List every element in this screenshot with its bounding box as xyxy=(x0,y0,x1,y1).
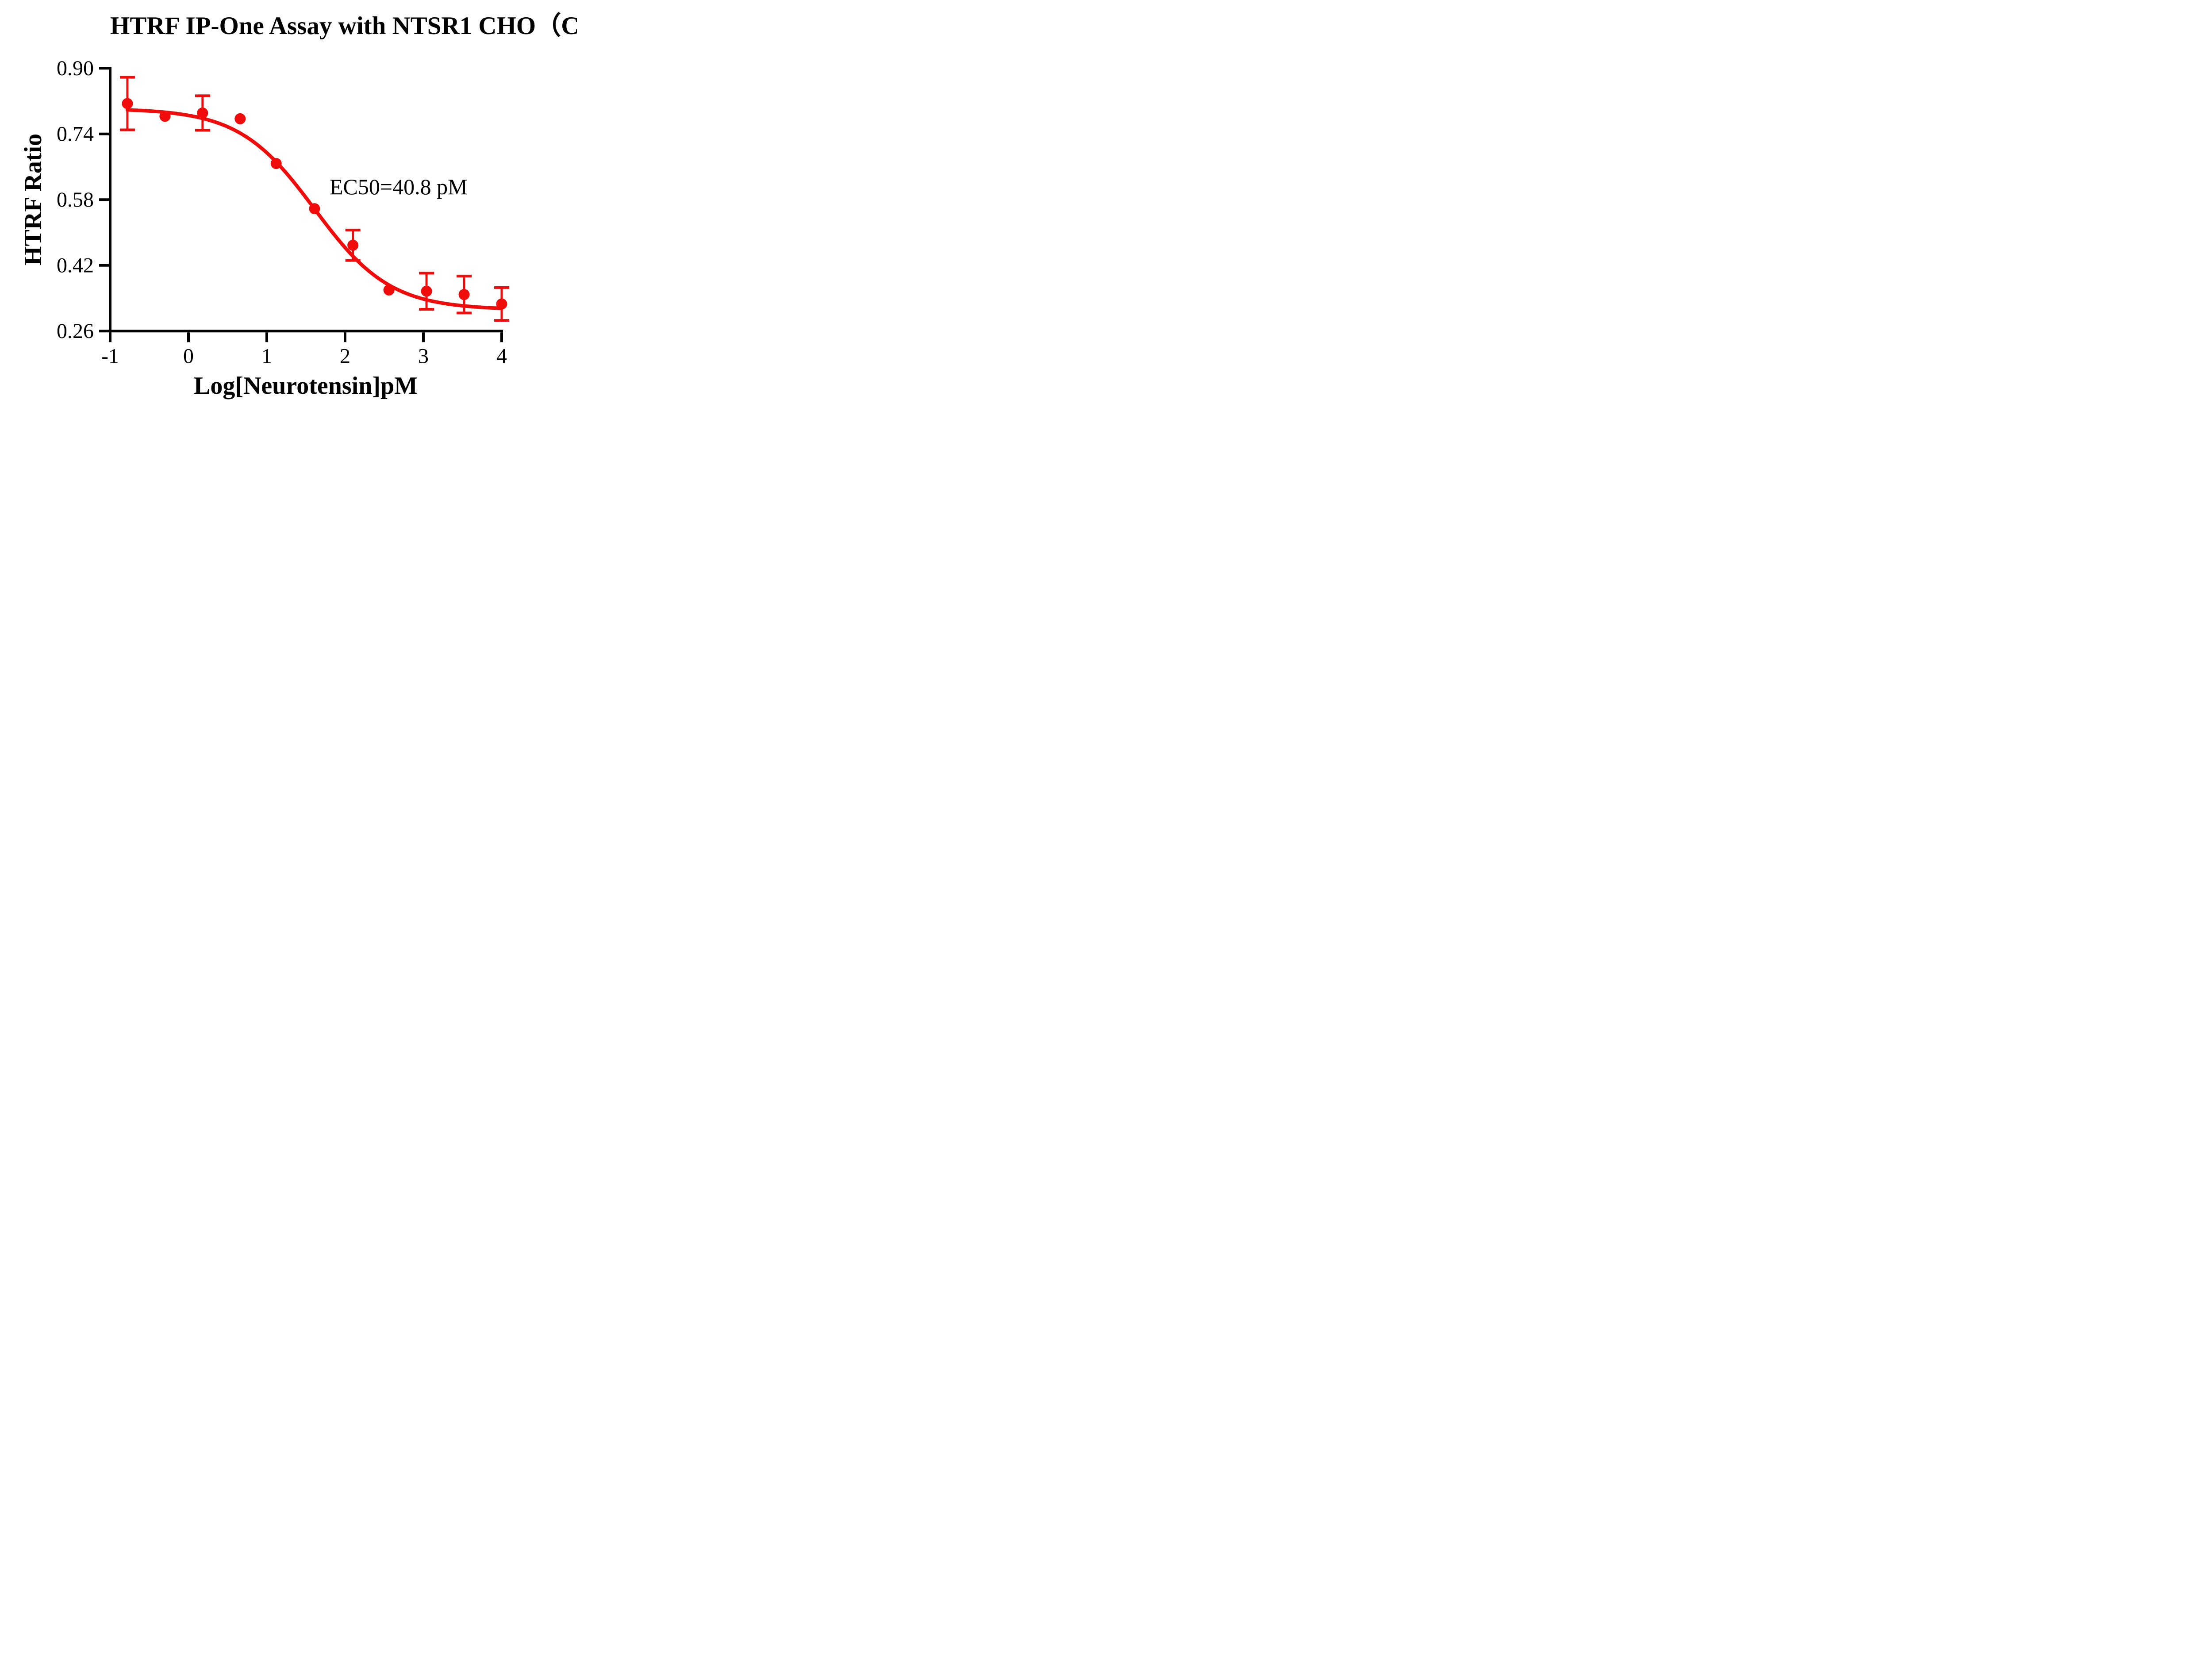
data-point xyxy=(159,111,171,122)
y-tick-label: 0.26 xyxy=(57,319,94,343)
data-point xyxy=(383,284,395,296)
data-point xyxy=(270,158,282,169)
data-point xyxy=(122,98,133,109)
x-tick-label: 3 xyxy=(418,344,429,368)
data-point xyxy=(309,203,320,215)
data-point xyxy=(458,289,470,300)
x-axis-title: Log[Neurotensin]pM xyxy=(193,372,418,400)
data-point xyxy=(197,107,208,119)
x-tick-label: 4 xyxy=(496,344,507,368)
plot-area: 0.90 0.74 0.58 0.42 0.26 -1 0 1 2 3 4 xyxy=(57,57,509,368)
y-tick-label: 0.90 xyxy=(57,57,94,80)
y-tick-label: 0.58 xyxy=(57,188,94,211)
data-point xyxy=(496,298,507,310)
x-tick-label: -1 xyxy=(101,344,119,368)
x-tick-label: 2 xyxy=(340,344,350,368)
x-tick-label: 1 xyxy=(261,344,272,368)
ec50-annotation: EC50=40.8 pM xyxy=(330,174,468,199)
data-point xyxy=(421,285,432,297)
y-tick-label: 0.42 xyxy=(57,254,94,277)
dose-response-figure: HTRF IP-One Assay with NTSR1 CHO（C27） HT… xyxy=(0,0,577,419)
chart-title: HTRF IP-One Assay with NTSR1 CHO（C27） xyxy=(110,12,577,40)
data-point xyxy=(347,239,359,251)
y-tick-label: 0.74 xyxy=(57,122,94,146)
x-tick-label: 0 xyxy=(183,344,194,368)
data-point xyxy=(234,113,246,124)
